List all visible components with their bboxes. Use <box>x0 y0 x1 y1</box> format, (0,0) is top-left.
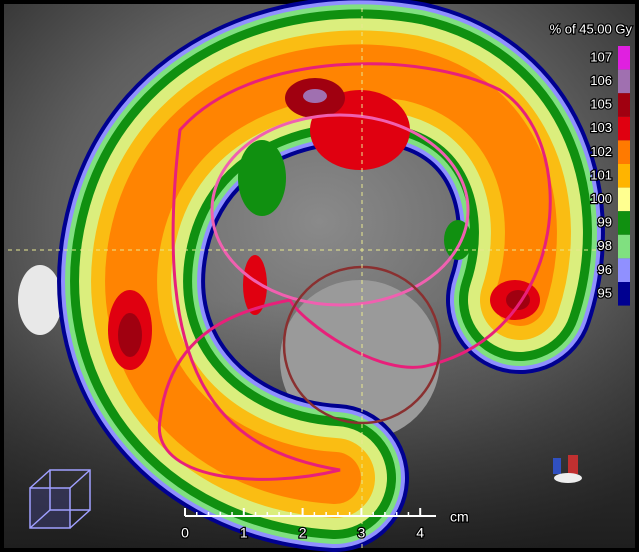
scale-label: 1 <box>240 525 248 541</box>
legend-swatch <box>618 258 630 282</box>
legend-label: 102 <box>590 144 612 159</box>
hot-spot <box>243 255 267 315</box>
legend-swatch <box>618 140 630 164</box>
patient-icon <box>553 455 582 483</box>
legend-swatch <box>618 46 630 70</box>
legend-swatch <box>618 187 630 212</box>
legend-swatch <box>618 164 630 188</box>
legend-swatch <box>618 234 630 259</box>
bone <box>18 265 62 335</box>
dose-band <box>105 44 557 504</box>
legend: % of 45.00 Gy 107 106 105 103 102 101 100 99 98 9… <box>548 20 634 306</box>
structure <box>280 280 440 440</box>
scale-label: 2 <box>299 525 307 541</box>
legend-title: % of 45.00 Gy <box>550 21 633 36</box>
orientation-cube <box>29 469 91 529</box>
legend-label: 107 <box>590 49 612 64</box>
legend-label: 95 <box>598 285 612 300</box>
legend-swatch <box>618 69 630 94</box>
legend-label: 106 <box>590 73 612 88</box>
legend-label: 105 <box>590 97 612 112</box>
cold-spot <box>444 220 472 260</box>
cold-spot <box>238 140 286 216</box>
legend-swatch <box>618 282 630 306</box>
dose-wash <box>57 0 605 552</box>
peak <box>303 89 327 103</box>
scale-bar: 0 1 2 3 4 cm <box>180 507 470 542</box>
legend-label: 98 <box>598 238 612 253</box>
scale-label: 3 <box>358 525 366 541</box>
scale-label: 4 <box>416 525 424 541</box>
legend-label: 99 <box>598 215 612 230</box>
legend-swatch <box>618 116 630 141</box>
legend-label: 103 <box>590 120 612 135</box>
legend-label: 101 <box>590 167 612 182</box>
legend-swatch <box>618 211 630 235</box>
legend-label: 100 <box>590 191 612 206</box>
hot-spot <box>118 313 142 357</box>
legend-swatch <box>618 93 630 117</box>
legend-label: 96 <box>598 262 612 277</box>
scale-unit: cm <box>450 509 469 525</box>
scale-label: 0 <box>181 525 189 541</box>
